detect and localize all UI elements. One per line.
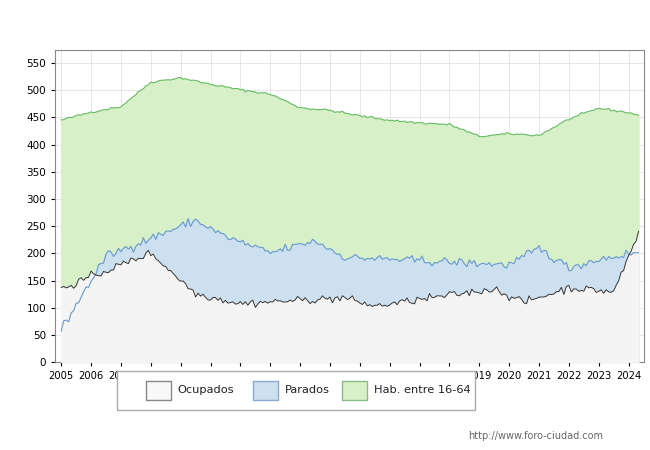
- Text: Hab. entre 16-64: Hab. entre 16-64: [374, 385, 471, 396]
- Bar: [146, 381, 170, 400]
- Text: Parados: Parados: [285, 385, 330, 396]
- Text: http://www.foro-ciudad.com: http://www.foro-ciudad.com: [468, 431, 603, 441]
- Bar: [343, 381, 367, 400]
- Text: Ocupados: Ocupados: [177, 385, 235, 396]
- Bar: [253, 381, 278, 400]
- Text: Carmena - Evolucion de la poblacion en edad de Trabajar Mayo de 2024: Carmena - Evolucion de la poblacion en e…: [79, 18, 571, 32]
